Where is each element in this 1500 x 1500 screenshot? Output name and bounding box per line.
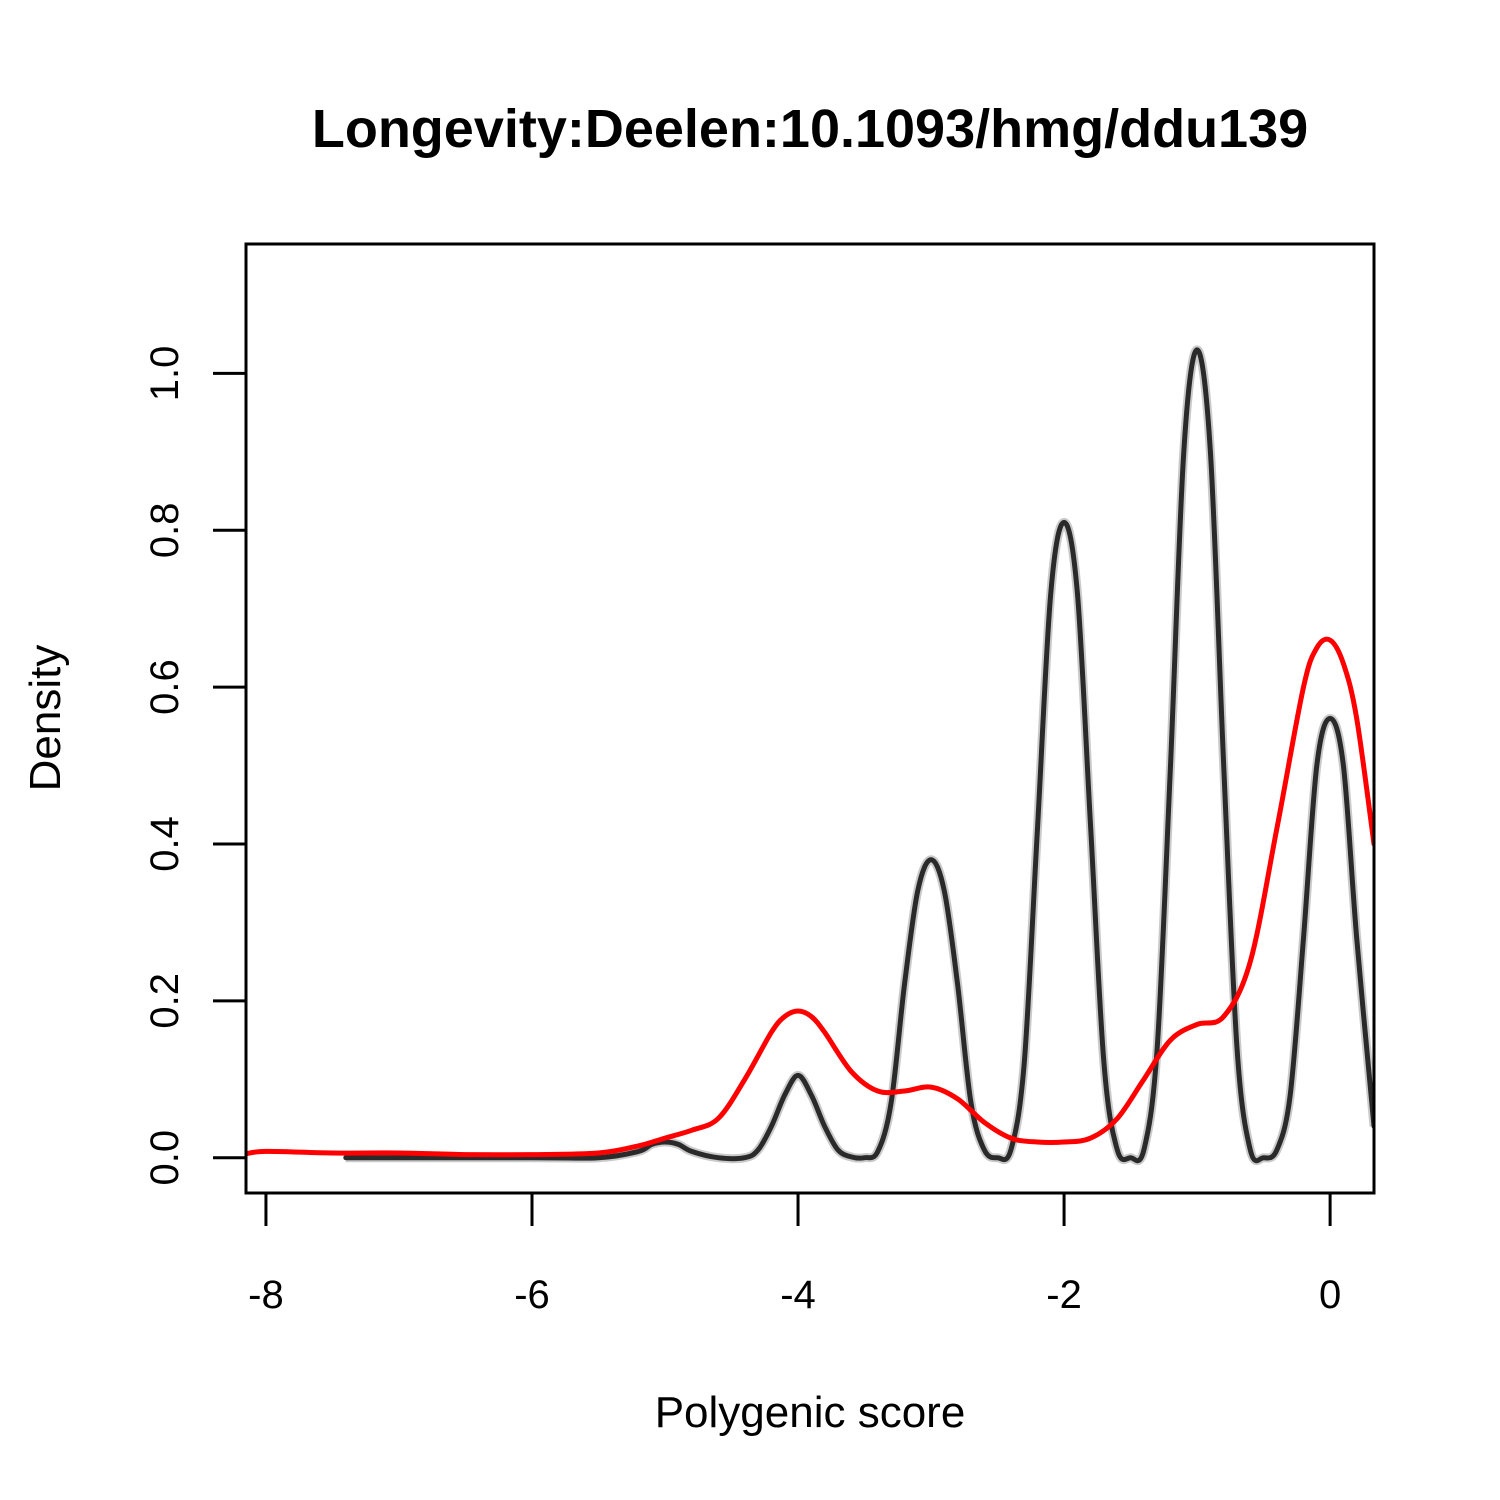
x-axis-label: Polygenic score: [655, 1388, 966, 1437]
y-tick-label: 0.2: [143, 973, 187, 1029]
x-tick-label: -2: [1046, 1273, 1082, 1317]
x-tick-label: -4: [780, 1273, 816, 1317]
y-axis-label: Density: [21, 645, 70, 792]
plot-area: [246, 345, 1374, 1166]
y-tick-label: 0.6: [143, 659, 187, 715]
x-tick-label: 0: [1319, 1273, 1341, 1317]
y-tick-label: 0.8: [143, 502, 187, 558]
series-0-band: [345, 345, 1374, 1166]
y-tick-label: 1.0: [143, 346, 187, 402]
series-1-line: [246, 636, 1374, 1158]
y-axis: 0.0 0.2 0.4 0.6 0.8 1.0: [143, 346, 248, 1186]
x-axis: -8 -6 -4 -2 0: [248, 1191, 1341, 1317]
y-tick-label: 0.0: [143, 1130, 187, 1186]
y-tick-label: 0.4: [143, 816, 187, 872]
x-tick-label: -8: [248, 1273, 284, 1317]
x-tick-label: -6: [514, 1273, 550, 1317]
series-0-line: [343, 347, 1374, 1164]
chart-title: Longevity:Deelen:10.1093/hmg/ddu139: [312, 99, 1308, 159]
